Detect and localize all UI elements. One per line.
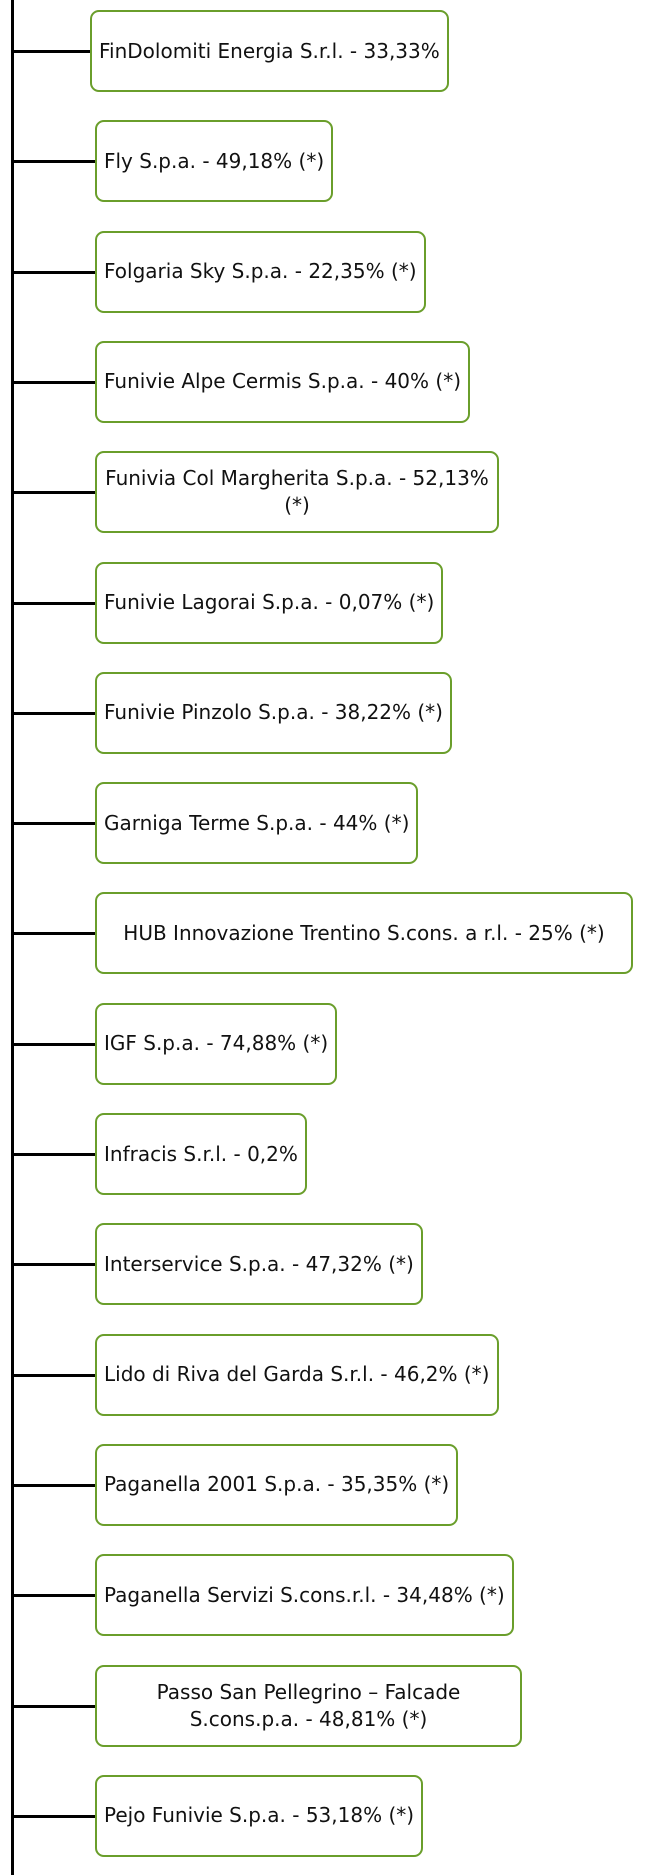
connector xyxy=(11,1704,95,1708)
connector xyxy=(11,1153,95,1156)
connector xyxy=(11,491,95,495)
node-box: Garniga Terme S.p.a. - 44% (*) xyxy=(95,782,419,865)
connector xyxy=(11,932,95,936)
node-box: Funivie Lagorai S.p.a. - 0,07% (*) xyxy=(95,561,444,644)
connector xyxy=(11,601,95,605)
node-box: Folgaria Sky S.p.a. - 22,35% (*) xyxy=(95,230,426,313)
connector xyxy=(11,1373,95,1377)
node-box: Lido di Riva del Garda S.r.l. - 46,2% (*… xyxy=(95,1333,499,1416)
connector xyxy=(11,711,95,715)
connector xyxy=(11,380,95,384)
connector xyxy=(11,270,95,274)
node-box: Funivie Alpe Cermis S.p.a. - 40% (*) xyxy=(95,340,470,423)
node-box: Passo San Pellegrino – Falcade S.cons.p.… xyxy=(95,1664,522,1747)
node-box: Funivia Col Margherita S.p.a. - 52,13% (… xyxy=(95,451,499,534)
node-box: Paganella 2001 S.p.a. - 35,35% (*) xyxy=(95,1443,459,1526)
connector xyxy=(11,822,95,826)
node-box: FinDolomiti Energia S.r.l. - 33,33% xyxy=(90,10,449,92)
connector xyxy=(11,1483,95,1487)
connector xyxy=(11,1042,95,1046)
node-box: Pejo Funivie S.p.a. - 53,18% (*) xyxy=(95,1774,424,1857)
node-box: Infracis S.r.l. - 0,2% xyxy=(95,1113,307,1195)
connector xyxy=(11,1263,95,1267)
node-box: Funivie Pinzolo S.p.a. - 38,22% (*) xyxy=(95,671,452,754)
node-box: Interservice S.p.a. - 47,32% (*) xyxy=(95,1223,423,1306)
node-box: Fly S.p.a. - 49,18% (*) xyxy=(95,120,334,203)
node-box: Paganella Servizi S.cons.r.l. - 34,48% (… xyxy=(95,1554,514,1637)
connector xyxy=(11,1594,95,1598)
node-box: IGF S.p.a. - 74,88% (*) xyxy=(95,1002,338,1085)
connector xyxy=(11,1814,95,1818)
connector xyxy=(11,50,90,53)
node-box: HUB Innovazione Trentino S.cons. a r.l. … xyxy=(95,892,633,975)
trunk-line xyxy=(11,0,14,1875)
connector xyxy=(11,160,95,164)
